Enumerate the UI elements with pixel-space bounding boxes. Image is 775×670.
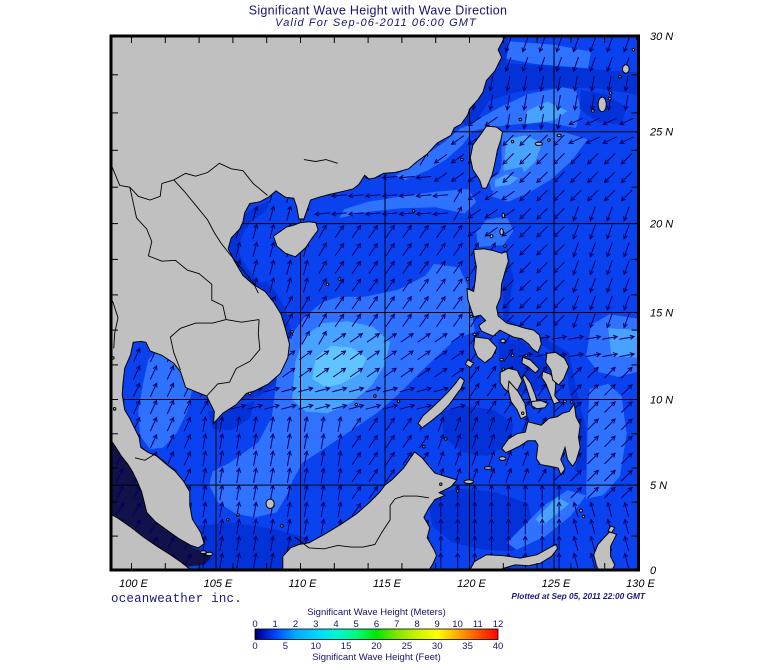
svg-text:4: 4 [333, 619, 338, 630]
svg-text:30 N: 30 N [650, 31, 673, 43]
svg-text:5 N: 5 N [650, 480, 667, 492]
svg-text:20: 20 [371, 641, 382, 652]
svg-text:Significant Wave Height (Feet): Significant Wave Height (Feet) [312, 652, 440, 663]
svg-text:Valid For Sep-06-2011 06:00 GM: Valid For Sep-06-2011 06:00 GMT [275, 17, 477, 29]
svg-text:Significant Wave Height (Meter: Significant Wave Height (Meters) [307, 607, 446, 618]
svg-text:9: 9 [435, 619, 440, 630]
svg-text:5: 5 [354, 619, 359, 630]
svg-text:110 E: 110 E [289, 578, 318, 590]
svg-text:11: 11 [473, 619, 483, 630]
svg-text:30: 30 [432, 641, 443, 652]
svg-text:15: 15 [341, 641, 352, 652]
svg-text:7: 7 [394, 619, 399, 630]
svg-text:12: 12 [493, 619, 504, 630]
svg-text:Plotted at Sep 05, 2011 22:00: Plotted at Sep 05, 2011 22:00 GMT [511, 591, 646, 601]
svg-text:125 E: 125 E [542, 578, 571, 590]
svg-text:100 E: 100 E [119, 578, 148, 590]
svg-text:2: 2 [293, 619, 298, 630]
svg-text:8: 8 [414, 619, 419, 630]
svg-text:25: 25 [402, 641, 413, 652]
svg-text:3: 3 [313, 619, 318, 630]
svg-text:5: 5 [283, 641, 288, 652]
svg-text:10: 10 [311, 641, 322, 652]
svg-text:1: 1 [273, 619, 278, 630]
svg-text:10: 10 [452, 619, 463, 630]
svg-text:0: 0 [252, 641, 257, 652]
svg-text:10 N: 10 N [650, 395, 673, 407]
svg-text:6: 6 [374, 619, 379, 630]
svg-text:Significant Wave Height with W: Significant Wave Height with Wave Direct… [249, 4, 508, 18]
svg-text:25 N: 25 N [649, 127, 673, 139]
svg-text:oceanweather inc.: oceanweather inc. [111, 592, 242, 606]
svg-text:40: 40 [493, 641, 504, 652]
svg-text:35: 35 [462, 641, 473, 652]
svg-text:120 E: 120 E [457, 578, 486, 590]
svg-text:115 E: 115 E [373, 578, 402, 590]
svg-text:105 E: 105 E [204, 578, 233, 590]
svg-text:15 N: 15 N [650, 308, 673, 320]
svg-text:0: 0 [252, 619, 257, 630]
svg-text:130 E: 130 E [626, 578, 655, 590]
svg-text:0: 0 [650, 565, 657, 577]
svg-text:20 N: 20 N [649, 219, 673, 231]
